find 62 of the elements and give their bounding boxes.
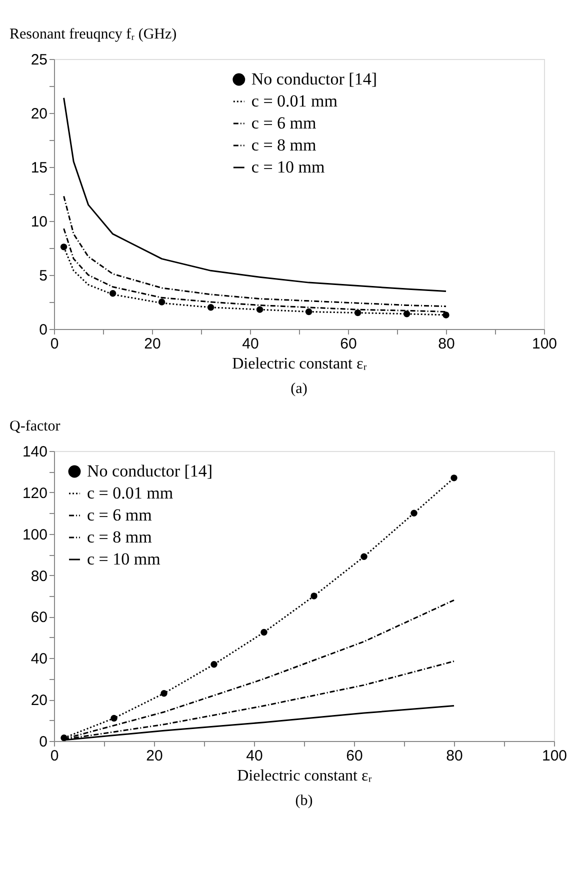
y-tick-label: 10 <box>30 214 48 230</box>
text: (a) <box>290 381 308 397</box>
y-tick-label: 140 <box>22 444 48 460</box>
x-tick-label: 80 <box>446 748 463 764</box>
x-tick-label: 40 <box>246 748 263 764</box>
point <box>110 714 118 722</box>
point <box>305 308 312 316</box>
x-axis-title: Dielectric constant εᵣ <box>237 768 372 784</box>
y-tick-label: 120 <box>22 484 48 502</box>
point <box>158 298 166 306</box>
legend-label: c = 8 mm <box>87 528 152 546</box>
x-tick-label: 40 <box>242 336 259 352</box>
point <box>442 312 450 318</box>
y-axis-title: Q-factor <box>10 418 60 434</box>
point <box>160 690 168 697</box>
point <box>260 628 268 636</box>
legend-label: c = 10 mm <box>251 158 325 176</box>
y-tick-label: 40 <box>30 650 48 668</box>
x-tick-label: 60 <box>340 336 357 352</box>
point <box>354 309 362 316</box>
x-tick-label: 0 <box>50 336 59 352</box>
point <box>360 553 368 560</box>
legend-label: c = 10 mm <box>87 550 160 568</box>
point <box>450 474 458 482</box>
x-tick-label: 20 <box>144 336 161 352</box>
y-tick-label: 20 <box>30 692 48 710</box>
y-tick-label: 0 <box>39 734 48 750</box>
point <box>207 304 214 311</box>
point <box>210 661 218 668</box>
y-tick-label: 0 <box>39 322 48 338</box>
point <box>410 510 418 516</box>
x-tick-label: 80 <box>438 336 455 352</box>
y-tick-label: 20 <box>30 106 48 122</box>
legend-label: No conductor [14] <box>251 70 377 88</box>
x-tick-label: 20 <box>146 748 163 764</box>
legend-label: c = 6 mm <box>87 506 152 524</box>
y-tick-label: 60 <box>30 609 48 626</box>
x-axis-title: Dielectric constant εᵣ <box>232 356 368 372</box>
point <box>109 290 116 297</box>
x-tick-label: 100 <box>542 748 568 764</box>
x-tick-label: 60 <box>346 748 363 764</box>
point <box>256 306 264 313</box>
y-axis-title: Resonant freuqncy fᵣ (GHz) <box>10 26 177 42</box>
y-tick-label: 100 <box>22 526 48 544</box>
legend-label: c = 8 mm <box>251 136 316 154</box>
y-tick-label: 80 <box>30 568 48 585</box>
x-tick-label: 100 <box>532 336 558 352</box>
point <box>310 592 318 600</box>
legend-label: c = 0.01 mm <box>87 484 174 502</box>
y-tick-label: 5 <box>39 268 48 284</box>
y-tick-label: 25 <box>30 52 48 68</box>
legend-label: c = 0.01 mm <box>251 92 338 110</box>
y-tick-label: 15 <box>30 160 48 176</box>
x-tick-label: 0 <box>50 748 59 764</box>
point <box>60 244 68 250</box>
text: (b) <box>295 793 313 809</box>
point <box>60 734 68 741</box>
point <box>403 310 410 318</box>
legend-label: c = 6 mm <box>251 114 316 132</box>
legend-label: No conductor [14] <box>87 462 213 480</box>
line-series <box>63 97 447 292</box>
line-series <box>63 195 447 308</box>
